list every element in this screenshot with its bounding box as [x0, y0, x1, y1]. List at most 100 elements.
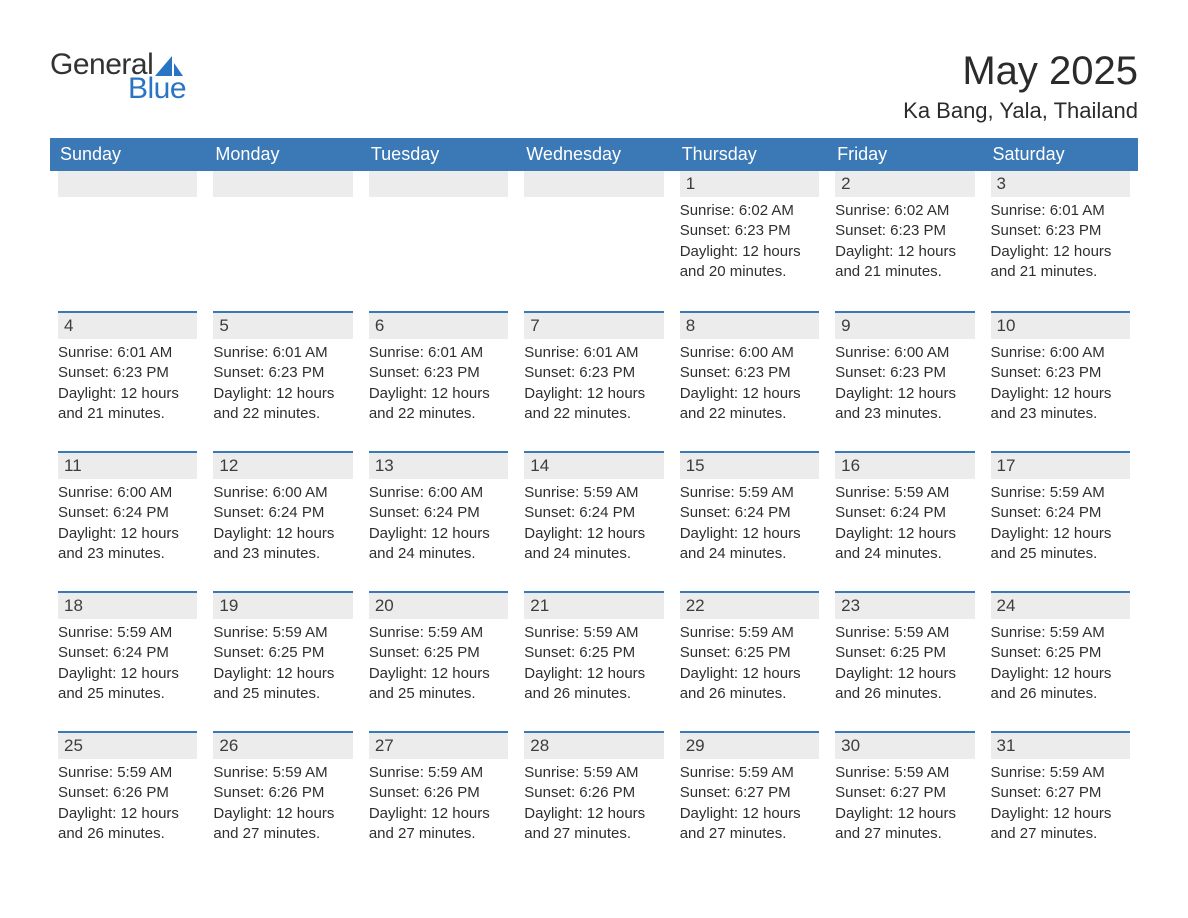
- calendar-cell: 27Sunrise: 5:59 AMSunset: 6:26 PMDayligh…: [361, 731, 516, 871]
- day-number: 24: [991, 591, 1130, 619]
- weekday-header: Thursday: [672, 138, 827, 171]
- calendar-cell: [50, 171, 205, 311]
- calendar-cell: 11Sunrise: 6:00 AMSunset: 6:24 PMDayligh…: [50, 451, 205, 591]
- sunset-text: Sunset: 6:23 PM: [213, 363, 352, 383]
- sunrise-text: Sunrise: 5:59 AM: [835, 763, 974, 783]
- calendar-cell: 6Sunrise: 6:01 AMSunset: 6:23 PMDaylight…: [361, 311, 516, 451]
- day-number: 13: [369, 451, 508, 479]
- sunrise-text: Sunrise: 5:59 AM: [835, 483, 974, 503]
- calendar-cell: 7Sunrise: 6:01 AMSunset: 6:23 PMDaylight…: [516, 311, 671, 451]
- brand-logo: General Blue: [50, 50, 186, 104]
- day-number: 29: [680, 731, 819, 759]
- sunset-text: Sunset: 6:23 PM: [835, 221, 974, 241]
- sunset-text: Sunset: 6:23 PM: [835, 363, 974, 383]
- daylight-text: Daylight: 12 hours and 26 minutes.: [524, 664, 663, 705]
- calendar-cell: 25Sunrise: 5:59 AMSunset: 6:26 PMDayligh…: [50, 731, 205, 871]
- day-number: 23: [835, 591, 974, 619]
- sunset-text: Sunset: 6:26 PM: [58, 783, 197, 803]
- sunrise-text: Sunrise: 5:59 AM: [58, 763, 197, 783]
- daylight-text: Daylight: 12 hours and 23 minutes.: [58, 524, 197, 565]
- weekday-header: Sunday: [50, 138, 205, 171]
- sunset-text: Sunset: 6:23 PM: [991, 221, 1130, 241]
- day-number: 3: [991, 171, 1130, 197]
- day-number: 26: [213, 731, 352, 759]
- calendar-cell: 12Sunrise: 6:00 AMSunset: 6:24 PMDayligh…: [205, 451, 360, 591]
- day-number: 15: [680, 451, 819, 479]
- daylight-text: Daylight: 12 hours and 23 minutes.: [991, 384, 1130, 425]
- sunset-text: Sunset: 6:23 PM: [680, 363, 819, 383]
- weekday-header: Wednesday: [516, 138, 671, 171]
- day-number: [524, 171, 663, 197]
- sunrise-text: Sunrise: 5:59 AM: [58, 623, 197, 643]
- day-number: 22: [680, 591, 819, 619]
- calendar-week-row: 25Sunrise: 5:59 AMSunset: 6:26 PMDayligh…: [50, 731, 1138, 871]
- daylight-text: Daylight: 12 hours and 22 minutes.: [369, 384, 508, 425]
- day-number: 17: [991, 451, 1130, 479]
- calendar-cell: [361, 171, 516, 311]
- day-number: 28: [524, 731, 663, 759]
- day-number: 5: [213, 311, 352, 339]
- sunrise-text: Sunrise: 5:59 AM: [369, 623, 508, 643]
- daylight-text: Daylight: 12 hours and 27 minutes.: [213, 804, 352, 845]
- calendar-cell: 20Sunrise: 5:59 AMSunset: 6:25 PMDayligh…: [361, 591, 516, 731]
- calendar-cell: 30Sunrise: 5:59 AMSunset: 6:27 PMDayligh…: [827, 731, 982, 871]
- day-number: 30: [835, 731, 974, 759]
- sunrise-text: Sunrise: 6:00 AM: [369, 483, 508, 503]
- sunrise-text: Sunrise: 5:59 AM: [680, 623, 819, 643]
- calendar-cell: 22Sunrise: 5:59 AMSunset: 6:25 PMDayligh…: [672, 591, 827, 731]
- daylight-text: Daylight: 12 hours and 21 minutes.: [58, 384, 197, 425]
- day-number: 20: [369, 591, 508, 619]
- sunrise-text: Sunrise: 5:59 AM: [213, 623, 352, 643]
- location: Ka Bang, Yala, Thailand: [903, 98, 1138, 124]
- day-number: 14: [524, 451, 663, 479]
- sunset-text: Sunset: 6:25 PM: [835, 643, 974, 663]
- weekday-header-row: Sunday Monday Tuesday Wednesday Thursday…: [50, 138, 1138, 171]
- calendar-cell: 26Sunrise: 5:59 AMSunset: 6:26 PMDayligh…: [205, 731, 360, 871]
- day-number: 1: [680, 171, 819, 197]
- daylight-text: Daylight: 12 hours and 27 minutes.: [524, 804, 663, 845]
- daylight-text: Daylight: 12 hours and 22 minutes.: [680, 384, 819, 425]
- sunrise-text: Sunrise: 6:01 AM: [369, 343, 508, 363]
- calendar-cell: 24Sunrise: 5:59 AMSunset: 6:25 PMDayligh…: [983, 591, 1138, 731]
- sunset-text: Sunset: 6:24 PM: [58, 643, 197, 663]
- sunrise-text: Sunrise: 5:59 AM: [524, 623, 663, 643]
- sunrise-text: Sunrise: 5:59 AM: [524, 763, 663, 783]
- sunset-text: Sunset: 6:25 PM: [991, 643, 1130, 663]
- calendar-cell: 10Sunrise: 6:00 AMSunset: 6:23 PMDayligh…: [983, 311, 1138, 451]
- day-number: 6: [369, 311, 508, 339]
- page: General Blue May 2025 Ka Bang, Yala, Tha…: [0, 0, 1188, 911]
- sunrise-text: Sunrise: 5:59 AM: [991, 483, 1130, 503]
- calendar-cell: 8Sunrise: 6:00 AMSunset: 6:23 PMDaylight…: [672, 311, 827, 451]
- daylight-text: Daylight: 12 hours and 25 minutes.: [58, 664, 197, 705]
- daylight-text: Daylight: 12 hours and 25 minutes.: [369, 664, 508, 705]
- calendar-table: Sunday Monday Tuesday Wednesday Thursday…: [50, 138, 1138, 871]
- calendar-cell: 29Sunrise: 5:59 AMSunset: 6:27 PMDayligh…: [672, 731, 827, 871]
- daylight-text: Daylight: 12 hours and 22 minutes.: [524, 384, 663, 425]
- sunset-text: Sunset: 6:24 PM: [213, 503, 352, 523]
- daylight-text: Daylight: 12 hours and 21 minutes.: [835, 242, 974, 283]
- sunrise-text: Sunrise: 5:59 AM: [213, 763, 352, 783]
- sunset-text: Sunset: 6:24 PM: [58, 503, 197, 523]
- calendar-cell: 18Sunrise: 5:59 AMSunset: 6:24 PMDayligh…: [50, 591, 205, 731]
- sunrise-text: Sunrise: 6:01 AM: [213, 343, 352, 363]
- daylight-text: Daylight: 12 hours and 24 minutes.: [680, 524, 819, 565]
- page-title: May 2025: [903, 50, 1138, 92]
- day-number: 25: [58, 731, 197, 759]
- weekday-header: Friday: [827, 138, 982, 171]
- daylight-text: Daylight: 12 hours and 25 minutes.: [991, 524, 1130, 565]
- sunset-text: Sunset: 6:23 PM: [524, 363, 663, 383]
- daylight-text: Daylight: 12 hours and 22 minutes.: [213, 384, 352, 425]
- daylight-text: Daylight: 12 hours and 26 minutes.: [835, 664, 974, 705]
- day-number: 19: [213, 591, 352, 619]
- sunrise-text: Sunrise: 6:00 AM: [991, 343, 1130, 363]
- calendar-cell: 1Sunrise: 6:02 AMSunset: 6:23 PMDaylight…: [672, 171, 827, 311]
- sunset-text: Sunset: 6:26 PM: [524, 783, 663, 803]
- daylight-text: Daylight: 12 hours and 25 minutes.: [213, 664, 352, 705]
- daylight-text: Daylight: 12 hours and 27 minutes.: [680, 804, 819, 845]
- calendar-cell: 13Sunrise: 6:00 AMSunset: 6:24 PMDayligh…: [361, 451, 516, 591]
- weekday-header: Tuesday: [361, 138, 516, 171]
- sunrise-text: Sunrise: 6:00 AM: [58, 483, 197, 503]
- sunset-text: Sunset: 6:24 PM: [835, 503, 974, 523]
- day-number: 16: [835, 451, 974, 479]
- calendar-cell: 23Sunrise: 5:59 AMSunset: 6:25 PMDayligh…: [827, 591, 982, 731]
